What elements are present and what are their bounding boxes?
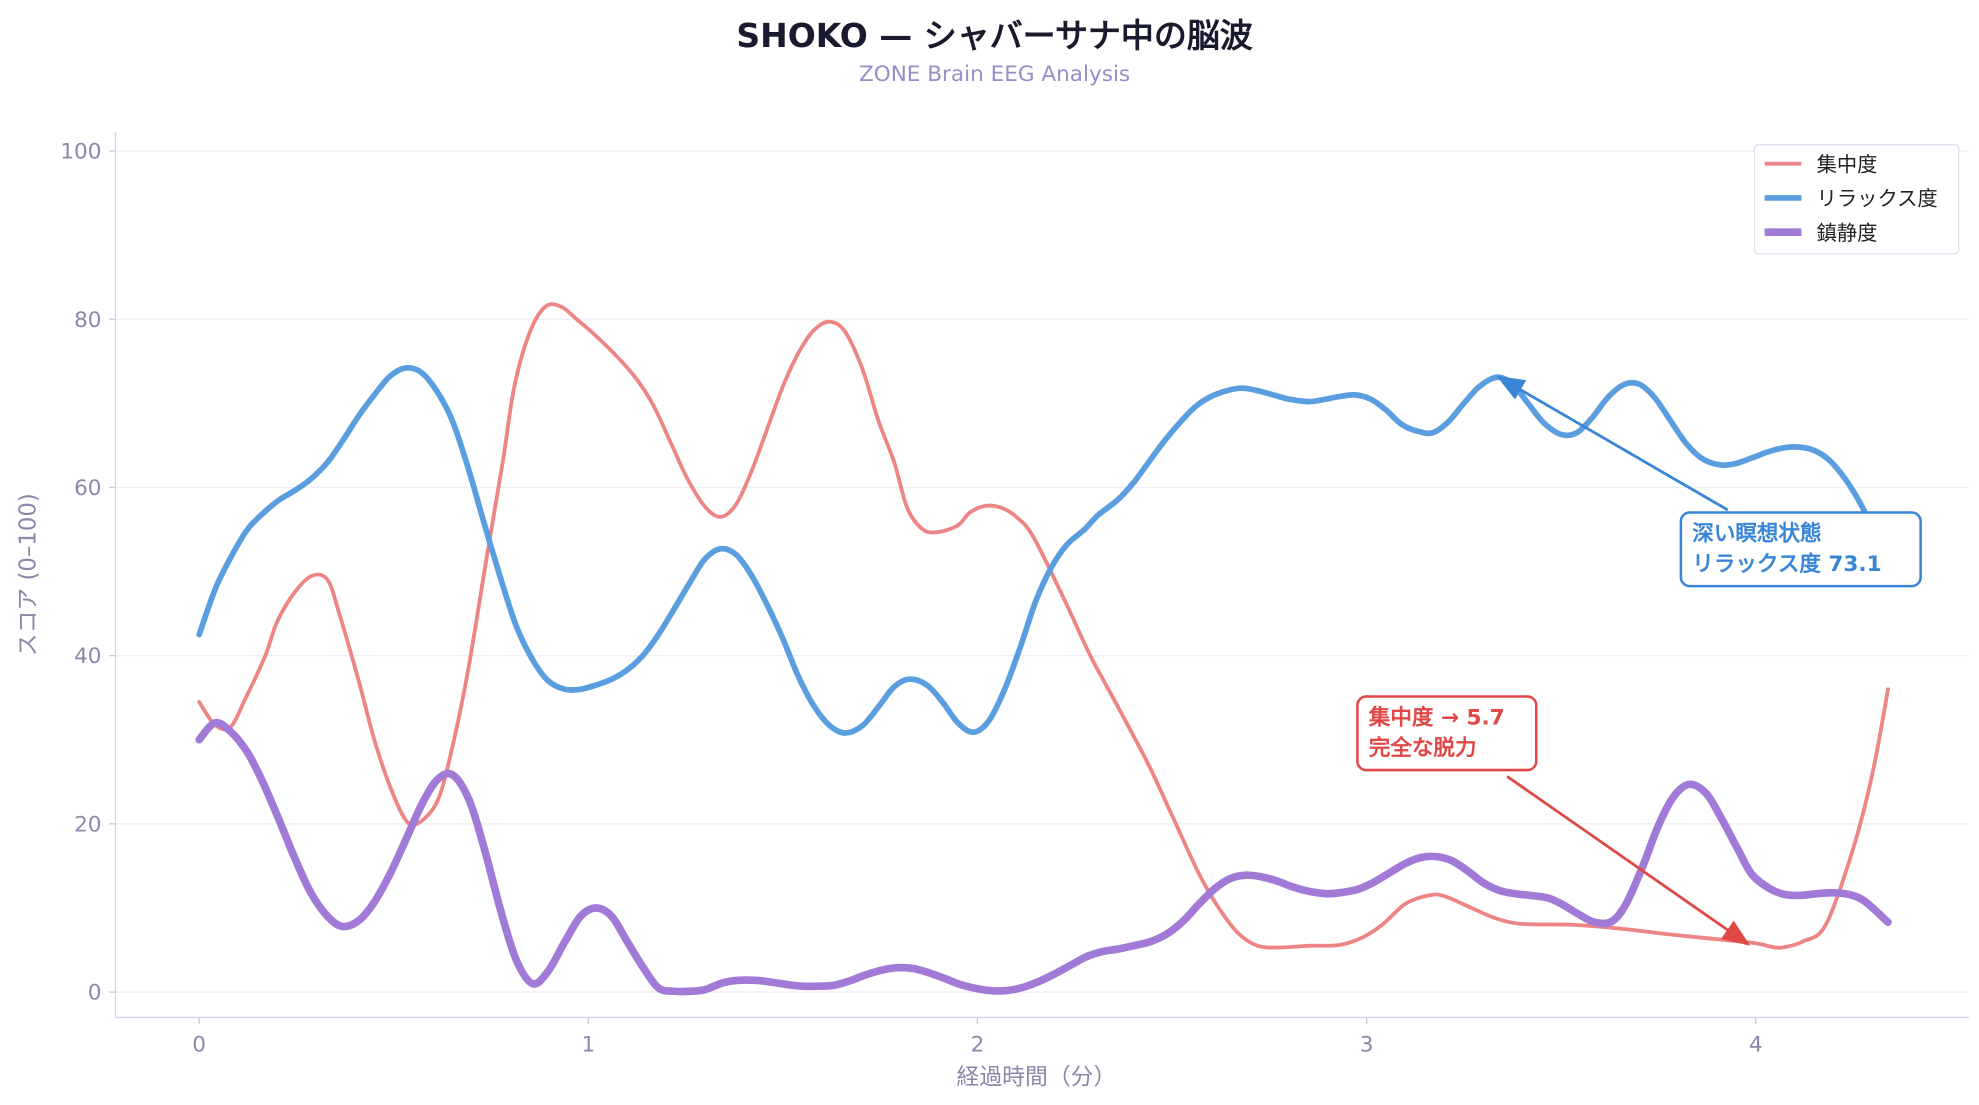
annotation-arrow	[1506, 775, 1751, 946]
legend-label-relax: リラックス度	[1817, 187, 1938, 211]
annotation-box	[1356, 695, 1538, 772]
grid	[115, 150, 1969, 993]
legend-label-concentration: 集中度	[1817, 152, 1878, 176]
x-tick-label: 3	[1360, 1033, 1374, 1058]
y-tick-label: 0	[88, 981, 102, 1006]
x-tick-label: 1	[581, 1033, 595, 1058]
series-line-sedation	[195, 718, 1892, 996]
chart-title: SHOKO — シャバーサナ中の脳波	[736, 16, 1252, 55]
y-tick-label: 20	[74, 812, 101, 837]
annotation-box	[1679, 511, 1922, 588]
x-tick-label: 2	[971, 1033, 985, 1058]
series-line-concentration	[197, 302, 1890, 950]
x-tick-label: 0	[192, 1033, 206, 1058]
legend: 集中度 リラックス度 鎮静度	[1753, 144, 1960, 255]
y-tick-label: 100	[60, 140, 101, 165]
ticks: 0 20 40 60 80 100 0 1 2 3 4	[60, 140, 1762, 1058]
y-tick-label: 40	[74, 644, 101, 669]
chart-subtitle: ZONE Brain EEG Analysis	[859, 62, 1130, 87]
annotation-text: リラックス度 73.1	[1692, 551, 1881, 577]
y-tick-label: 80	[74, 308, 101, 333]
x-tick-label: 4	[1749, 1033, 1763, 1058]
annotation-text: 完全な脱力	[1369, 735, 1477, 761]
annotation-text: 深い瞑想状態	[1692, 520, 1821, 546]
annotation-text: 集中度 → 5.7	[1368, 704, 1505, 730]
legend-box	[1753, 144, 1960, 255]
series-group	[195, 302, 1892, 996]
x-axis-label: 経過時間（分）	[957, 1065, 1117, 1091]
legend-label-sedation: 鎮静度	[1817, 221, 1878, 245]
annotation-arrow	[1496, 375, 1729, 512]
y-axis-label: スコア (0–100)	[16, 493, 42, 656]
y-tick-label: 60	[74, 476, 101, 501]
series-line-relax	[196, 364, 1891, 736]
